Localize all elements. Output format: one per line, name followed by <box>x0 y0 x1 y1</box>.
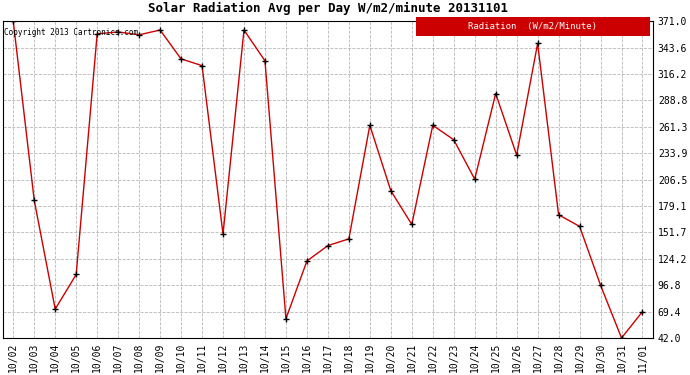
Text: Copyright 2013 Cartronics.com: Copyright 2013 Cartronics.com <box>4 28 138 37</box>
Title: Solar Radiation Avg per Day W/m2/minute 20131101: Solar Radiation Avg per Day W/m2/minute … <box>148 2 508 15</box>
